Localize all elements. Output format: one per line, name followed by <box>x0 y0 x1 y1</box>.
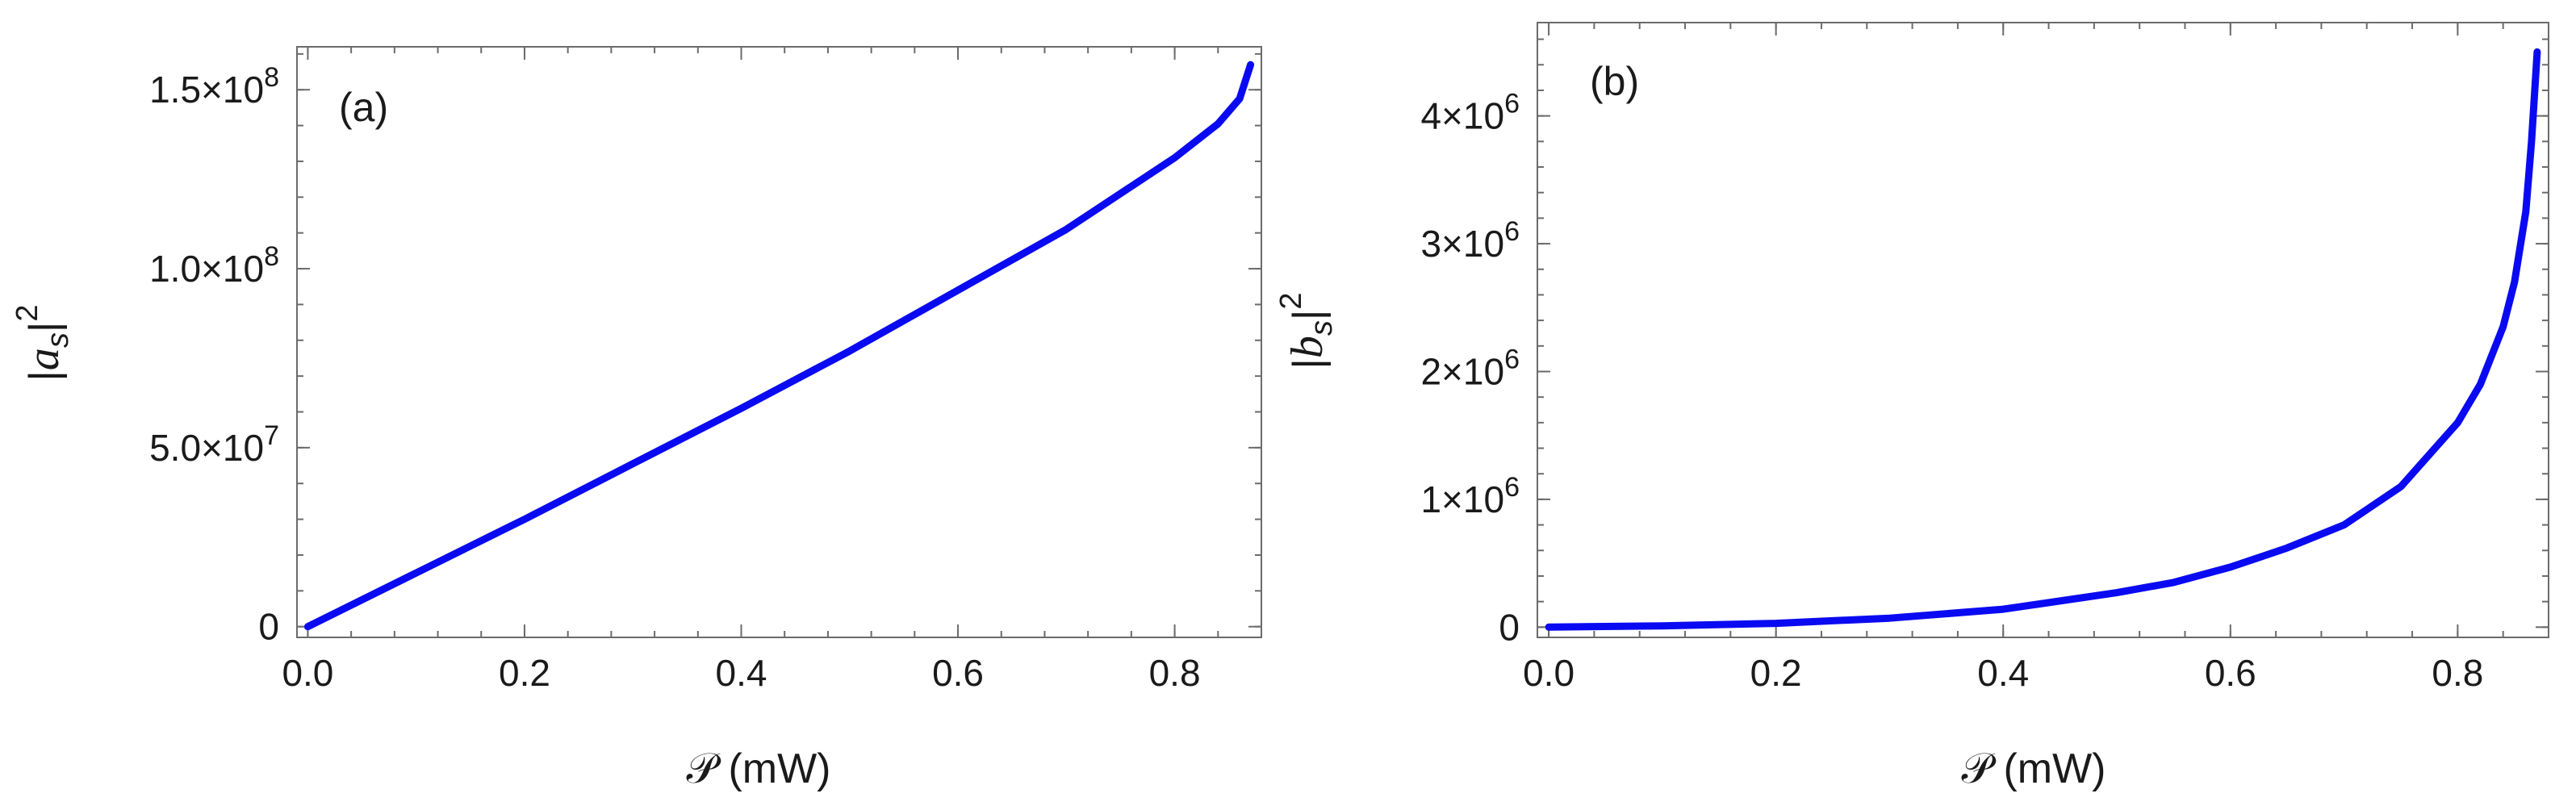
y-tick-exponent: 8 <box>264 241 279 272</box>
y-tick-mantissa: 5.0×10 <box>149 427 264 469</box>
y-tick-mantissa: 0 <box>258 606 279 648</box>
x-tick-label: 0.0 <box>1523 652 1574 694</box>
x-tick-label: 0.0 <box>282 652 333 694</box>
x-tick-label: 0.4 <box>716 652 767 694</box>
y-tick-mantissa: 4×10 <box>1420 95 1504 137</box>
y-tick-mantissa: 1×10 <box>1420 478 1504 520</box>
y-label-bar-open: | <box>21 370 68 382</box>
y-tick-label: 0 <box>258 606 279 648</box>
x-tick-label: 0.6 <box>932 652 984 694</box>
x-tick-label: 0.2 <box>1750 652 1802 694</box>
y-tick-label: 0 <box>1499 606 1520 648</box>
x-axis-label: 𝒫 (mW) <box>1962 745 2106 792</box>
y-tick-exponent: 6 <box>1504 89 1520 119</box>
x-tick-label: 0.4 <box>1977 652 2029 694</box>
y-axis-label: |bs|2 <box>1274 292 1339 369</box>
y-tick-mantissa: 1.0×10 <box>149 248 264 290</box>
y-tick-exponent: 7 <box>264 420 279 451</box>
chart-panel-a: 0.0 0.2 0.4 0.6 0.805.0×1071.0×1081.5×108(a)… <box>10 46 1262 792</box>
x-tick-label: 0.2 <box>499 652 550 694</box>
y-label-symbol: b <box>1282 336 1332 358</box>
plot-frame <box>1537 22 2549 638</box>
y-tick-mantissa: 0 <box>1499 606 1520 648</box>
y-label-subscript: s <box>41 332 75 348</box>
y-tick-label: 1×106 <box>1420 472 1520 520</box>
y-label-bar-close: | <box>1285 310 1332 321</box>
y-label-bar-open: | <box>1285 358 1332 370</box>
series-line <box>1545 48 2541 631</box>
y-tick-label: 2×106 <box>1420 344 1520 392</box>
plot-frame <box>296 46 1262 638</box>
y-tick-label: 1.5×108 <box>149 62 279 111</box>
panel-label: (a) <box>339 85 388 130</box>
y-tick-mantissa: 2×10 <box>1420 350 1504 392</box>
y-tick-exponent: 6 <box>1504 472 1520 503</box>
y-tick-mantissa: 1.5×10 <box>149 69 264 111</box>
x-tick-label: 0.8 <box>1149 652 1201 694</box>
y-tick-label: 1.0×108 <box>149 241 279 290</box>
panel-label: (b) <box>1590 59 1639 104</box>
y-tick-mantissa: 3×10 <box>1420 223 1504 265</box>
x-axis-label: 𝒫 (mW) <box>687 745 831 792</box>
y-tick-label: 3×106 <box>1420 216 1520 265</box>
y-label-superscript: 2 <box>1274 292 1308 309</box>
x-tick-label: 0.8 <box>2432 652 2483 694</box>
y-axis-label: |as|2 <box>10 304 75 381</box>
y-tick-label: 5.0×107 <box>149 420 279 469</box>
y-label-symbol: a <box>19 348 69 370</box>
y-tick-exponent: 6 <box>1504 216 1520 247</box>
x-tick-label: 0.6 <box>2205 652 2256 694</box>
y-tick-label: 4×106 <box>1420 89 1520 137</box>
y-tick-exponent: 8 <box>264 62 279 93</box>
y-tick-exponent: 6 <box>1504 344 1520 374</box>
series-line <box>303 61 1255 631</box>
y-label-bar-close: | <box>21 322 68 333</box>
y-label-subscript: s <box>1305 320 1339 336</box>
y-label-superscript: 2 <box>10 304 44 321</box>
